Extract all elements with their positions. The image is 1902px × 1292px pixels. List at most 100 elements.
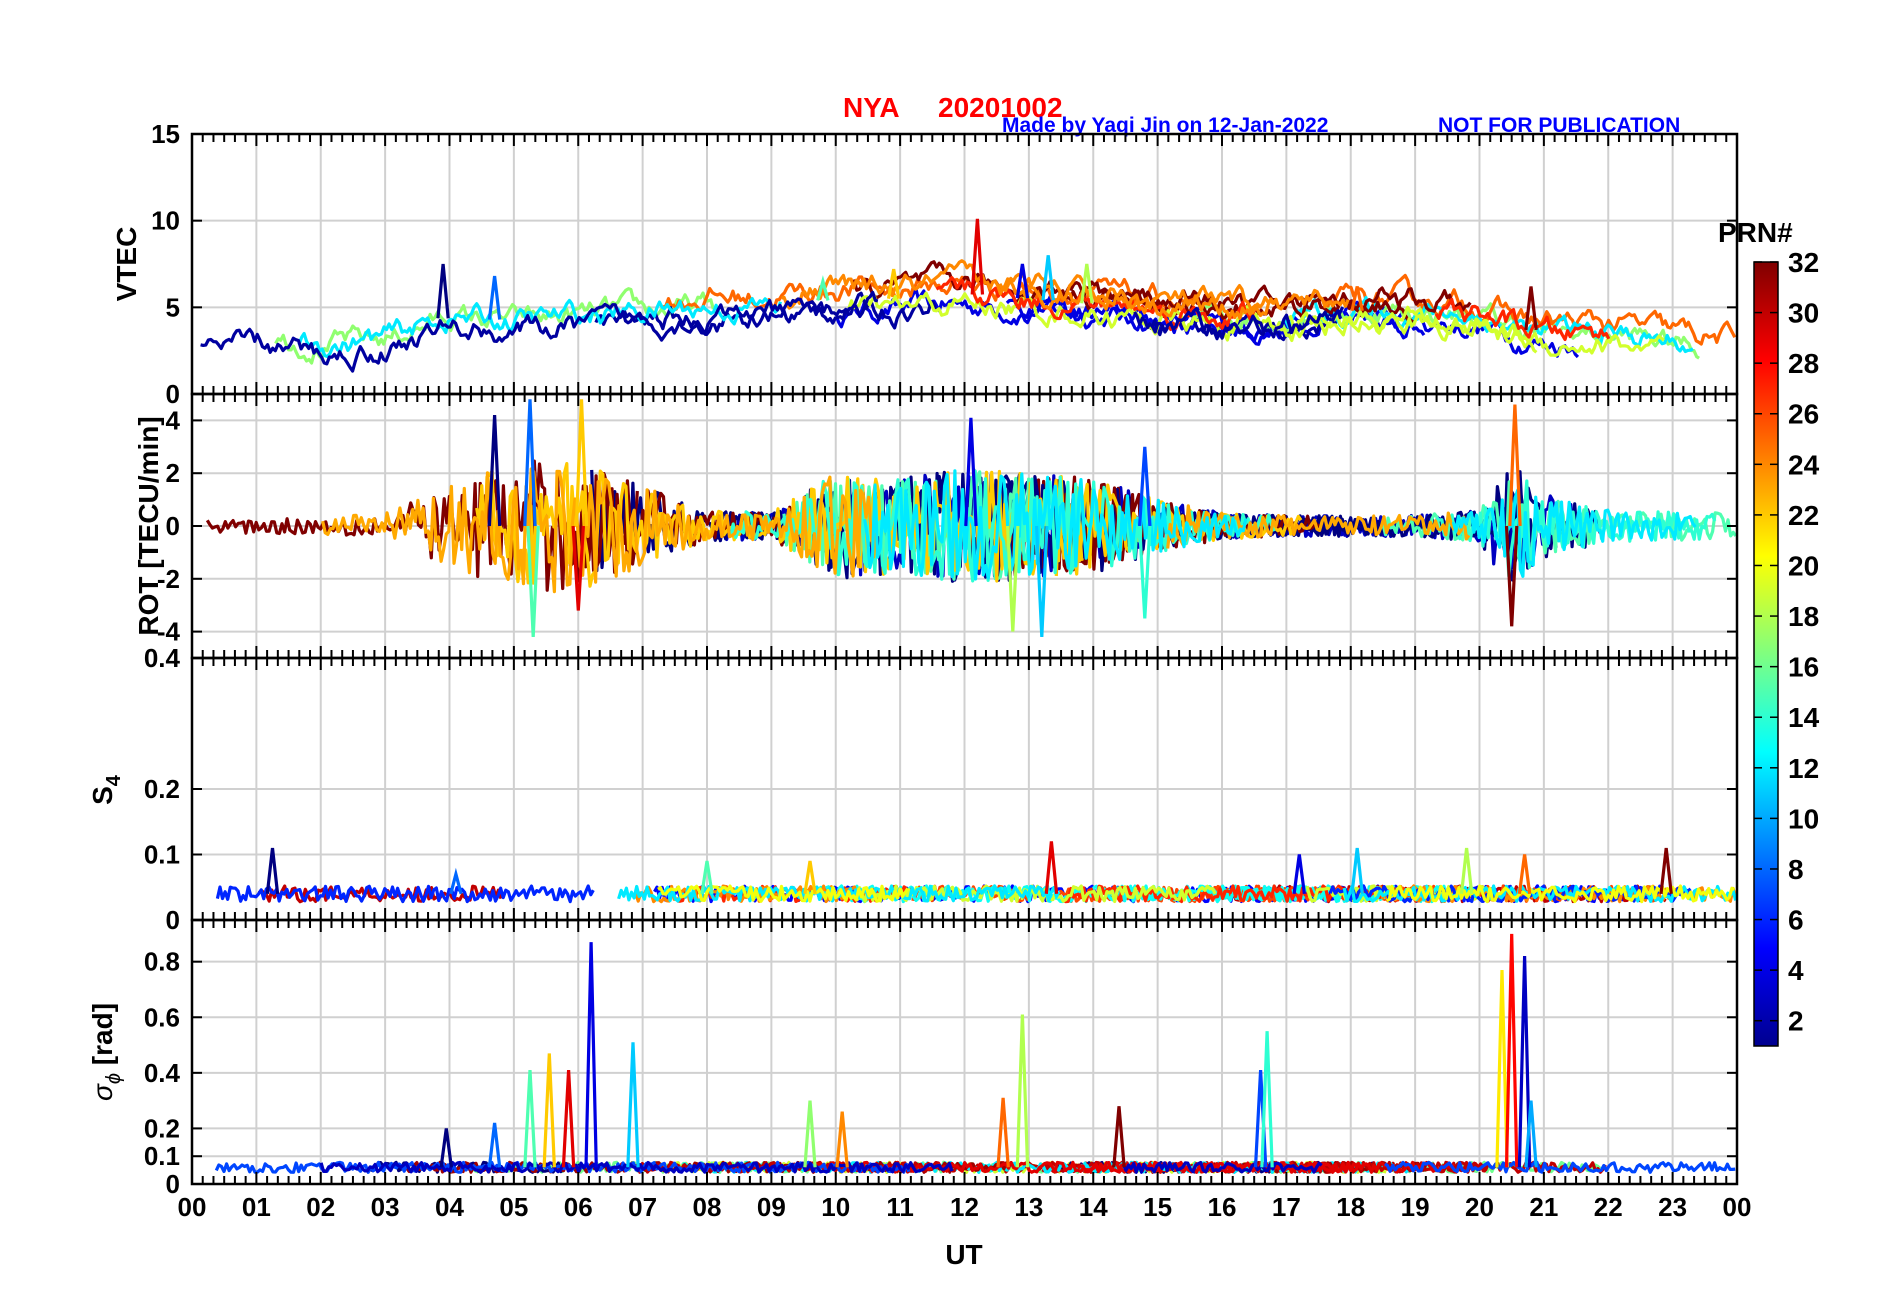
colorbar-tick-label: 10	[1788, 803, 1819, 834]
spike-mark	[626, 1042, 640, 1168]
data-series	[847, 291, 1538, 354]
rot-panel: -4 -2 0 2 4	[157, 392, 1739, 660]
spike-mark	[523, 399, 537, 527]
credit-text: Made by Yaqi Jin on 12-Jan-2022	[1002, 114, 1328, 137]
spike-mark	[542, 1053, 556, 1168]
spike-mark	[1459, 847, 1474, 894]
colorbar-tick-label: 28	[1788, 348, 1819, 379]
rot-ylabel: ROT [TECU/min]	[133, 416, 164, 635]
colorbar-gradient	[1753, 261, 1779, 1047]
data-series	[1133, 307, 1343, 341]
spike-mark	[1350, 286, 1364, 312]
data-series	[1434, 297, 1611, 342]
spike-mark	[1035, 525, 1049, 637]
spike-mark	[584, 942, 598, 1168]
colorbar-tick-label: 30	[1788, 298, 1819, 329]
data-series	[1384, 1160, 1736, 1174]
y-tick-label: 5	[166, 292, 180, 322]
spike-mark	[561, 1070, 576, 1168]
x-tick-label: 20	[1465, 1192, 1494, 1222]
sigma-phi-ylabel: σϕ [rad]	[87, 1003, 125, 1101]
y-tick-label: -2	[157, 564, 180, 594]
y-tick-label: 10	[151, 206, 180, 236]
x-tick-label: 17	[1272, 1192, 1301, 1222]
s4-ylabel: S4	[87, 774, 125, 805]
sigma-phi-panel: 00.10.2 0.4 0.6 0.8	[144, 918, 1739, 1199]
x-tick-label: 04	[435, 1192, 464, 1222]
x-tick-label: 22	[1594, 1192, 1623, 1222]
spike-mark	[1508, 404, 1522, 527]
y-tick-label: 0	[166, 511, 180, 541]
y-tick-label: 0.1	[144, 840, 180, 870]
x-tick-label: 11	[886, 1192, 914, 1222]
spike-mark	[526, 525, 540, 637]
colorbar-tick-label: 6	[1788, 905, 1804, 936]
spike-mark	[700, 860, 714, 895]
data-traces	[215, 841, 1737, 904]
data-series	[1386, 884, 1736, 904]
spike-mark	[1517, 956, 1532, 1168]
y-tick-label: 2	[166, 458, 180, 488]
data-series	[1287, 310, 1665, 357]
x-tick-label: 05	[499, 1192, 528, 1222]
spike-mark	[1524, 286, 1538, 331]
y-tick-label: 0.2	[144, 774, 180, 804]
y-tick-label: 15	[151, 119, 180, 149]
spike-mark	[523, 1070, 537, 1168]
spike-mark	[1080, 263, 1094, 304]
y-tick-label: 4	[166, 405, 181, 435]
x-tick-label: 07	[628, 1192, 657, 1222]
vtec-ylabel: VTEC	[111, 227, 142, 302]
data-series	[1451, 488, 1697, 578]
svg-text:σϕ [rad]: σϕ [rad]	[87, 1003, 125, 1101]
notice-text: NOT FOR PUBLICATION	[1438, 114, 1680, 137]
y-tick-label: -4	[157, 617, 181, 647]
x-tick-label: 02	[306, 1192, 335, 1222]
data-series	[215, 884, 595, 904]
spike-mark	[1524, 1100, 1538, 1168]
data-series	[863, 469, 1248, 581]
colorbar-label: PRN#	[1718, 217, 1793, 248]
y-tick-label: 0.2	[144, 1113, 180, 1143]
colorbar-tick-label: 12	[1788, 753, 1819, 784]
spike-mark	[886, 268, 901, 299]
x-tick-label: 10	[821, 1192, 850, 1222]
spike-mark	[970, 218, 985, 295]
x-tick-label: 09	[757, 1192, 786, 1222]
spike-mark	[1495, 969, 1509, 1168]
spike-mark	[1292, 854, 1306, 895]
spike-mark	[835, 1111, 849, 1168]
station-label: NYA	[843, 92, 900, 123]
x-tick-label: 03	[371, 1192, 400, 1222]
x-tick-label: 14	[1079, 1192, 1108, 1222]
colorbar-tick-label: 2	[1788, 1006, 1804, 1037]
spike-mark	[1015, 263, 1030, 299]
spike-mark	[816, 275, 830, 301]
spike-mark	[1015, 1014, 1030, 1168]
spike-mark	[487, 1122, 502, 1168]
x-axis-label: UT	[945, 1239, 982, 1270]
data-series	[1166, 504, 1471, 549]
x-tick-label: 16	[1208, 1192, 1237, 1222]
data-series	[274, 287, 715, 365]
colorbar-tick-label: 20	[1788, 550, 1819, 581]
y-tick-label: 0	[166, 1169, 180, 1199]
y-tick-label: 0	[166, 905, 180, 935]
data-series	[200, 290, 879, 373]
spike-mark	[803, 1100, 817, 1168]
vtec-panel: 0 5 10 15	[151, 119, 1739, 409]
colorbar-tick-label: 18	[1788, 601, 1819, 632]
colorbar-tick-label: 16	[1788, 652, 1819, 683]
spike-mark	[265, 847, 280, 894]
spike-mark	[964, 417, 978, 527]
spike-mark	[487, 275, 502, 320]
y-tick-label: 0	[166, 379, 180, 409]
x-tick-label: 18	[1336, 1192, 1365, 1222]
spike-mark	[1350, 847, 1364, 894]
data-series	[1321, 273, 1737, 346]
spike-mark	[1138, 446, 1152, 527]
data-series	[657, 884, 910, 903]
spike-mark	[574, 399, 589, 527]
